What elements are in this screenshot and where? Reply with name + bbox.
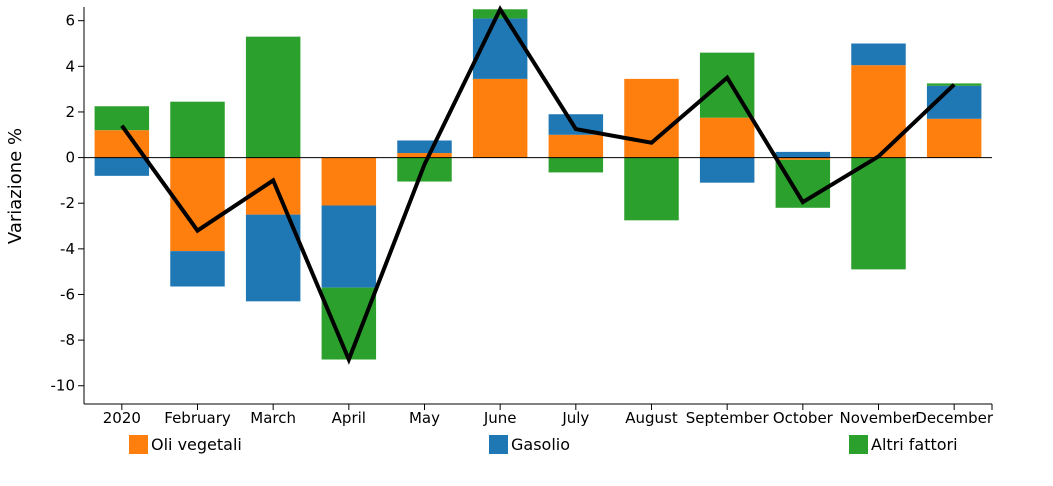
bar-altri-fattori-december xyxy=(926,83,982,86)
y-tick-label: 4 xyxy=(65,57,75,75)
x-tick-label-june: June xyxy=(483,409,517,427)
legend-label-altri-fattori: Altri fattori xyxy=(871,434,958,454)
legend-label-oli-vegetali: Oli vegetali xyxy=(151,434,242,454)
bar-gasolio-september xyxy=(699,157,755,183)
x-tick-label-2020: 2020 xyxy=(103,409,141,427)
y-tick-label: -6 xyxy=(60,285,75,303)
x-tick-label-december: December xyxy=(915,409,994,427)
bar-gasolio-march xyxy=(245,214,301,302)
bar-oli-vegetali-july xyxy=(548,134,604,158)
x-tick-label-october: October xyxy=(773,409,834,427)
bar-altri-fattori-march xyxy=(245,36,301,158)
bar-gasolio-october xyxy=(775,151,831,158)
bar-altri-fattori-february xyxy=(170,101,225,158)
x-tick-label-september: September xyxy=(686,409,770,427)
y-axis: 6 4 2 0 -2 -4 -6 -8 -10 xyxy=(51,7,85,404)
x-tick-label-february: February xyxy=(164,409,231,427)
total-line xyxy=(120,5,956,365)
bar-oli-vegetali-june xyxy=(472,78,528,158)
bar-oli-vegetali-may xyxy=(397,153,452,158)
legend-item-altri-fattori: Altri fattori xyxy=(849,432,958,456)
y-tick-label: 6 xyxy=(65,12,75,30)
bar-altri-fattori-2020 xyxy=(94,106,150,131)
bar-oli-vegetali-october xyxy=(775,157,831,160)
x-tick-label-july: July xyxy=(561,409,589,427)
bar-oli-vegetali-april xyxy=(321,157,377,206)
bar-altri-fattori-august xyxy=(624,157,679,221)
x-tick-label-may: May xyxy=(409,409,440,427)
bar-oli-vegetali-december xyxy=(926,118,982,158)
bar-gasolio-may xyxy=(397,140,452,154)
y-tick-label: -4 xyxy=(60,240,75,258)
legend-swatch-oli-vegetali xyxy=(129,434,148,454)
bar-oli-vegetali-september xyxy=(699,117,755,158)
bar-oli-vegetali-november xyxy=(851,65,906,158)
bar-oli-vegetali-august xyxy=(624,78,679,158)
plot-area xyxy=(84,5,992,365)
bar-altri-fattori-july xyxy=(548,157,604,173)
x-tick-label-november: November xyxy=(839,409,918,427)
legend-swatch-gasolio xyxy=(489,434,508,454)
y-tick-label: -8 xyxy=(60,331,75,349)
y-axis-title: Variazione % xyxy=(5,128,26,244)
legend-label-gasolio: Gasolio xyxy=(511,434,571,454)
x-tick-label-august: August xyxy=(625,409,678,427)
x-axis: 2020 February March April May June July August S… xyxy=(84,403,994,427)
legend-swatch-altri-fattori xyxy=(849,434,868,454)
legend-item-oli-vegetali: Oli vegetali xyxy=(129,432,242,456)
bar-altri-fattori-november xyxy=(851,157,906,270)
y-tick-label: -2 xyxy=(60,194,75,212)
bar-oli-vegetali-march xyxy=(245,157,301,215)
bar-gasolio-february xyxy=(170,251,225,287)
legend-item-gasolio: Gasolio xyxy=(489,432,570,456)
bar-gasolio-2020 xyxy=(94,157,150,176)
bar-gasolio-april xyxy=(321,205,377,288)
x-tick-label-march: March xyxy=(250,409,296,427)
y-tick-label: -10 xyxy=(51,377,76,395)
x-tick-label-april: April xyxy=(332,409,366,427)
y-tick-label: 2 xyxy=(65,103,75,121)
bar-gasolio-november xyxy=(851,43,906,66)
bar-altri-fattori-april xyxy=(321,287,377,360)
bar-altri-fattori-june xyxy=(472,9,528,19)
y-tick-label: 0 xyxy=(65,149,75,167)
